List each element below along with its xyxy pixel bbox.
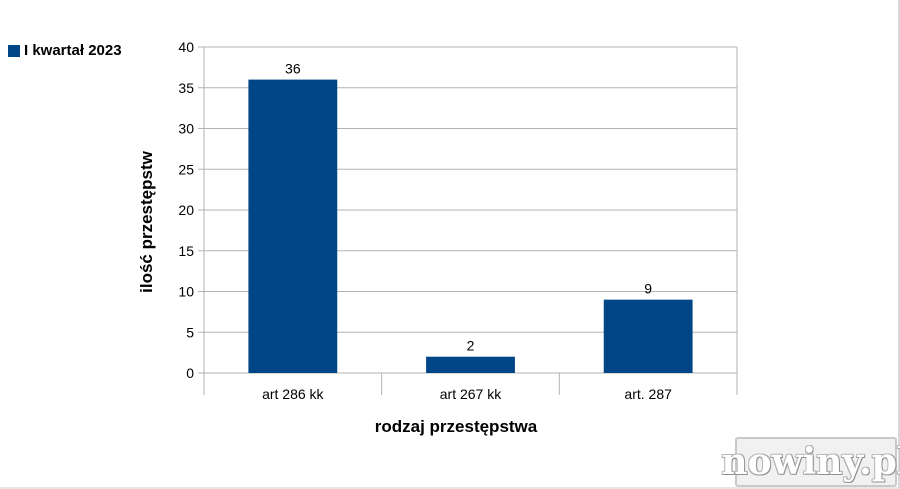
bar (603, 299, 693, 373)
watermark-logo: nowiny.pl (721, 437, 900, 487)
x-axis-title: rodzaj przestępstwa (375, 417, 538, 436)
x-tick-label: art. 287 (624, 386, 672, 402)
y-axis-title: ilość przestępstw (137, 150, 156, 292)
y-tick-label: 25 (178, 161, 194, 177)
bar (426, 356, 515, 373)
legend-label: I kwartał 2023 (24, 42, 122, 59)
y-tick-label: 40 (178, 39, 194, 55)
legend: I kwartał 2023 (8, 42, 122, 59)
bars (248, 79, 693, 373)
bar-value-label: 9 (644, 281, 652, 297)
legend-swatch (8, 44, 20, 57)
y-tick-label: 15 (178, 243, 194, 259)
bar-value-label: 36 (285, 61, 301, 77)
y-tick-label: 30 (178, 121, 194, 137)
y-tick-label: 20 (178, 202, 194, 218)
y-tick-label: 5 (186, 324, 194, 340)
x-tick-label: art 267 kk (440, 386, 502, 402)
data-labels: 36 2 9 (285, 61, 652, 354)
x-tick-label: art 286 kk (262, 386, 324, 402)
bar (248, 79, 338, 373)
bar-value-label: 2 (467, 338, 475, 354)
y-tick-label: 0 (186, 365, 194, 381)
axes: 0 5 10 15 20 25 30 35 40 art 286 kk art 267 kk art.… (178, 39, 738, 402)
y-tick-label: 10 (178, 284, 194, 300)
y-tick-label: 35 (178, 80, 194, 96)
